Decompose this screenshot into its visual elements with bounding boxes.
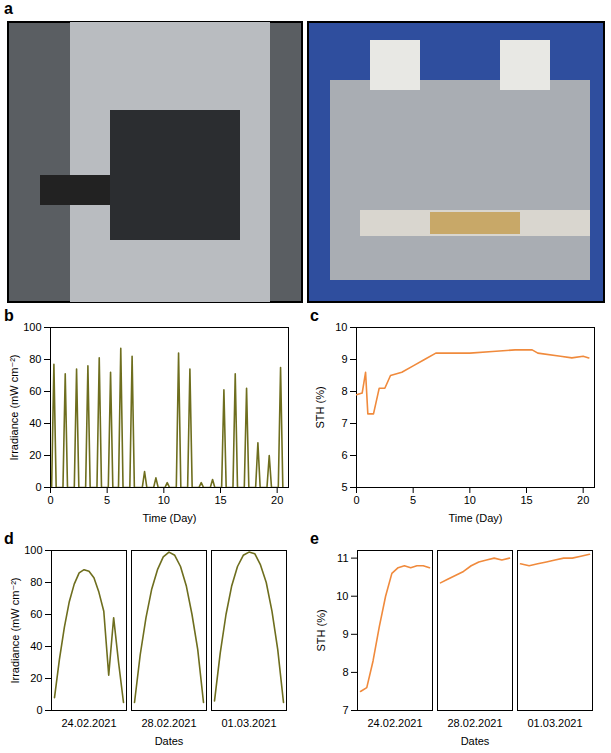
svg-text:40: 40 — [29, 417, 41, 429]
svg-text:10: 10 — [464, 494, 476, 506]
svg-text:Dates: Dates — [155, 735, 184, 747]
svg-text:10: 10 — [158, 494, 170, 506]
svg-text:5: 5 — [410, 494, 416, 506]
svg-text:01.03.2021: 01.03.2021 — [527, 717, 582, 729]
svg-text:STH (%): STH (%) — [315, 609, 327, 651]
svg-text:15: 15 — [214, 494, 226, 506]
svg-text:20: 20 — [29, 449, 41, 461]
svg-text:11: 11 — [337, 552, 348, 564]
svg-text:01.03.2021: 01.03.2021 — [221, 717, 276, 729]
html-text:b: b — [4, 307, 14, 324]
svg-text:60: 60 — [29, 385, 41, 397]
html-text:e: e — [310, 530, 319, 547]
svg-text:9: 9 — [342, 628, 348, 640]
svg-text:20: 20 — [30, 672, 42, 684]
svg-text:8: 8 — [342, 666, 348, 678]
svg-text:10: 10 — [335, 321, 347, 333]
svg-text:15: 15 — [520, 494, 532, 506]
svg-text:6: 6 — [341, 449, 347, 461]
svg-text:Time (Day): Time (Day) — [143, 512, 197, 524]
svg-text:STH (%): STH (%) — [314, 386, 326, 428]
svg-text:20: 20 — [577, 494, 589, 506]
svg-text:80: 80 — [29, 353, 41, 365]
svg-text:0: 0 — [47, 494, 53, 506]
svg-text:0: 0 — [36, 704, 42, 716]
svg-text:5: 5 — [341, 481, 347, 493]
svg-text:24.02.2021: 24.02.2021 — [61, 717, 116, 729]
svg-text:7: 7 — [342, 704, 348, 716]
svg-text:60: 60 — [30, 608, 42, 620]
svg-text:28.02.2021: 28.02.2021 — [141, 717, 196, 729]
svg-text:8: 8 — [341, 385, 347, 397]
html-text:d: d — [4, 530, 14, 547]
svg-text:28.02.2021: 28.02.2021 — [447, 717, 502, 729]
svg-text:7: 7 — [341, 417, 347, 429]
svg-text:100: 100 — [24, 544, 42, 556]
html-text:a: a — [4, 0, 13, 17]
svg-text:100: 100 — [23, 321, 41, 333]
svg-text:0: 0 — [353, 494, 359, 506]
svg-text:Time (Day): Time (Day) — [449, 512, 503, 524]
svg-text:Irradiance (mW cm⁻²): Irradiance (mW cm⁻²) — [8, 354, 20, 460]
svg-text:5: 5 — [104, 494, 110, 506]
svg-text:Irradiance (mW cm⁻²): Irradiance (mW cm⁻²) — [9, 577, 21, 683]
svg-text:9: 9 — [341, 353, 347, 365]
svg-text:24.02.2021: 24.02.2021 — [367, 717, 422, 729]
svg-text:40: 40 — [30, 640, 42, 652]
html-text:c: c — [310, 307, 319, 324]
svg-text:Dates: Dates — [461, 735, 490, 747]
svg-text:0: 0 — [35, 481, 41, 493]
svg-text:80: 80 — [30, 576, 42, 588]
svg-text:20: 20 — [271, 494, 283, 506]
svg-text:10: 10 — [336, 590, 348, 602]
